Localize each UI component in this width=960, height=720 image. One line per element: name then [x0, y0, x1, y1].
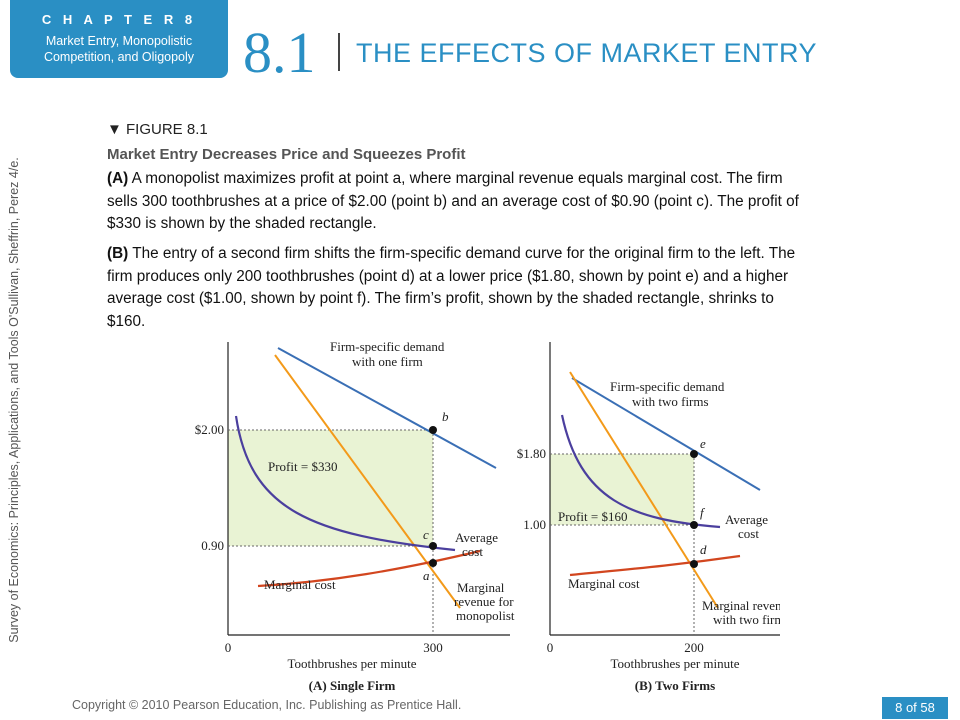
- y-tick-a-bottom: 0.90: [201, 538, 224, 553]
- label-a: a: [423, 568, 430, 583]
- book-citation: Survey of Economics: Principles, Applica…: [7, 157, 21, 643]
- average-cost-label-b-2: cost: [738, 526, 759, 541]
- marginal-cost-label-b: Marginal cost: [568, 576, 640, 591]
- demand-curve-a: [277, 347, 497, 469]
- marginal-revenue-curve-b: [569, 371, 719, 609]
- marginal-cost-curve-b: [569, 554, 741, 577]
- demand-label-b-1: Firm-specific demand: [610, 379, 725, 394]
- caption-a: (A) A monopolist maximizes profit at poi…: [107, 168, 957, 236]
- section-title: THE EFFECTS OF MARKET ENTRY: [356, 38, 818, 68]
- chapter-subtitle-line2: Competition, and Oligopoly: [43, 50, 195, 64]
- caption-b-text: The entry of a second firm shifts the fi…: [132, 245, 796, 262]
- caption-a-line: $330 is shown by the shaded rectangle.: [107, 215, 377, 233]
- chapter-subtitle: Market Entry, Monopolistic Competition, …: [10, 33, 228, 65]
- figure-label: ▼ FIGURE 8.1: [107, 121, 208, 138]
- y-tick-a-top: $2.00: [195, 422, 224, 437]
- point-a: [429, 559, 437, 567]
- average-cost-label-a-1: Average: [455, 530, 498, 545]
- x-tick-a-zero: 0: [225, 640, 232, 655]
- mr-label-a-3: monopolist: [456, 608, 515, 623]
- point-b: [429, 426, 437, 434]
- label-d: d: [700, 542, 707, 557]
- panel-a-title: (A) Single Firm: [309, 678, 396, 693]
- title-divider: [338, 33, 340, 71]
- copyright-footer: Copyright © 2010 Pearson Education, Inc.…: [72, 698, 462, 712]
- caption-b: (B) The entry of a second firm shifts th…: [107, 243, 957, 333]
- section-number: 8.1: [243, 20, 316, 85]
- marginal-cost-curve-a: [257, 549, 481, 588]
- profit-area-b: [550, 454, 694, 525]
- caption-b-line: (B) The entry of a second firm shifts th…: [107, 243, 957, 266]
- demand-label-a-2: with one firm: [352, 354, 423, 369]
- caption-a-line: sells 300 toothbrushes at a price of $2.…: [107, 192, 799, 210]
- x-tick-a-300: 300: [423, 640, 443, 655]
- book-citation-sidebar: Survey of Economics: Principles, Applica…: [0, 0, 28, 720]
- label-b: b: [442, 409, 449, 424]
- caption-a-text: A monopolist maximizes profit at point a…: [131, 170, 783, 187]
- marginal-cost-label-a: Marginal cost: [264, 577, 336, 592]
- label-f: f: [700, 505, 706, 520]
- x-label-b: Toothbrushes per minute: [610, 656, 739, 671]
- profit-label-a: Profit = $330: [268, 459, 337, 474]
- mr-label-b-2: with two firms: [713, 612, 780, 627]
- x-tick-b-zero: 0: [547, 640, 554, 655]
- label-c: c: [423, 527, 429, 542]
- chapter-label: C H A P T E R 8: [41, 12, 197, 27]
- point-d: [690, 560, 698, 568]
- profit-label-b: Profit = $160: [558, 509, 627, 524]
- page-indicator: 8 of 58: [882, 697, 948, 719]
- figure-title: Market Entry Decreases Price and Squeeze…: [107, 146, 466, 163]
- figure-8-1-chart: $2.00 0.90 0 300 Toothbrushes per minute…: [195, 339, 780, 693]
- panel-b: $1.80 1.00 0 200 Toothbrushes per minute…: [517, 342, 780, 693]
- x-label-a: Toothbrushes per minute: [287, 656, 416, 671]
- panel-b-title: (B) Two Firms: [635, 678, 715, 693]
- caption-b-line: $160.: [107, 312, 146, 330]
- y-tick-b-bottom: 1.00: [523, 517, 546, 532]
- average-cost-label-a-2: cost: [462, 544, 483, 559]
- caption-b-line: average cost ($1.00, shown by point f). …: [107, 290, 774, 308]
- demand-label-a-1: Firm-specific demand: [330, 339, 445, 354]
- mr-label-a-1: Marginal: [457, 580, 505, 595]
- point-f: [690, 521, 698, 529]
- average-cost-curve-a: [234, 415, 456, 552]
- point-e: [690, 450, 698, 458]
- panel-a: $2.00 0.90 0 300 Toothbrushes per minute…: [195, 339, 515, 693]
- caption-b-line: firm produces only 200 toothbrushes (poi…: [107, 267, 789, 285]
- demand-curve-b: [571, 377, 761, 491]
- marginal-revenue-curve-a: [274, 354, 461, 609]
- x-tick-b-200: 200: [684, 640, 704, 655]
- chapter-subtitle-line1: Market Entry, Monopolistic: [45, 34, 193, 48]
- point-c: [429, 542, 437, 550]
- caption-b-lead: (B): [107, 245, 129, 262]
- demand-label-b-2: with two firms: [632, 394, 709, 409]
- caption-a-lead: (A): [107, 170, 129, 187]
- y-tick-b-top: $1.80: [517, 446, 546, 461]
- average-cost-curve-b: [560, 414, 721, 529]
- label-e: e: [700, 436, 706, 451]
- average-cost-label-b-1: Average: [725, 512, 768, 527]
- chapter-badge: C H A P T E R 8 Market Entry, Monopolist…: [10, 0, 228, 78]
- mr-label-a-2: revenue for: [454, 594, 514, 609]
- mr-label-b-1: Marginal revenue: [702, 598, 780, 613]
- caption-a-line: (A) A monopolist maximizes profit at poi…: [107, 168, 957, 191]
